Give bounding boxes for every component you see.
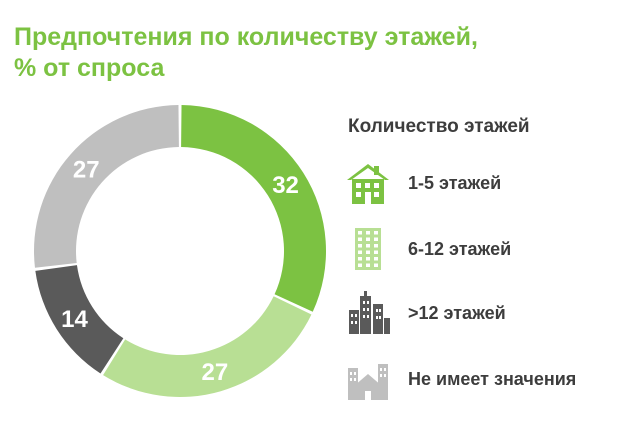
title-line-1: Предпочтения по количеству этажей, [14,23,478,51]
donut-value-label-2: 27 [202,359,229,386]
donut-slice-2 [103,296,312,397]
skyscraper-icon [345,290,391,336]
donut-slice-3 [35,265,124,374]
legend-item-1: 1-5 этажей [345,160,625,206]
donut-slice-1 [181,105,326,312]
legend-label-2: 6-12 этажей [408,239,512,259]
legend-label-1: 1-5 этажей [408,173,502,193]
donut-value-label-4: 27 [73,156,100,183]
legend-label-4: Не имеет значения [408,369,577,389]
donut-slice-4 [33,105,179,268]
city-icon [345,356,391,402]
legend-item-2: 6-12 этажей [345,226,625,272]
chart-title: Предпочтения по количеству этажей, % от … [14,22,614,84]
legend-title: Количество этажей [348,116,530,137]
legend-item-4: Не имеет значения [345,356,625,402]
donut-value-label-3: 14 [61,306,88,333]
legend-label-3: >12 этажей [408,303,506,323]
donut-value-label-1: 32 [272,172,299,199]
building-icon [345,226,391,272]
title-line-2: % от спроса [14,54,165,82]
donut-chart: 32 27 14 27 [33,105,326,397]
legend-item-3: >12 этажей [345,290,625,336]
house-icon [345,160,391,206]
